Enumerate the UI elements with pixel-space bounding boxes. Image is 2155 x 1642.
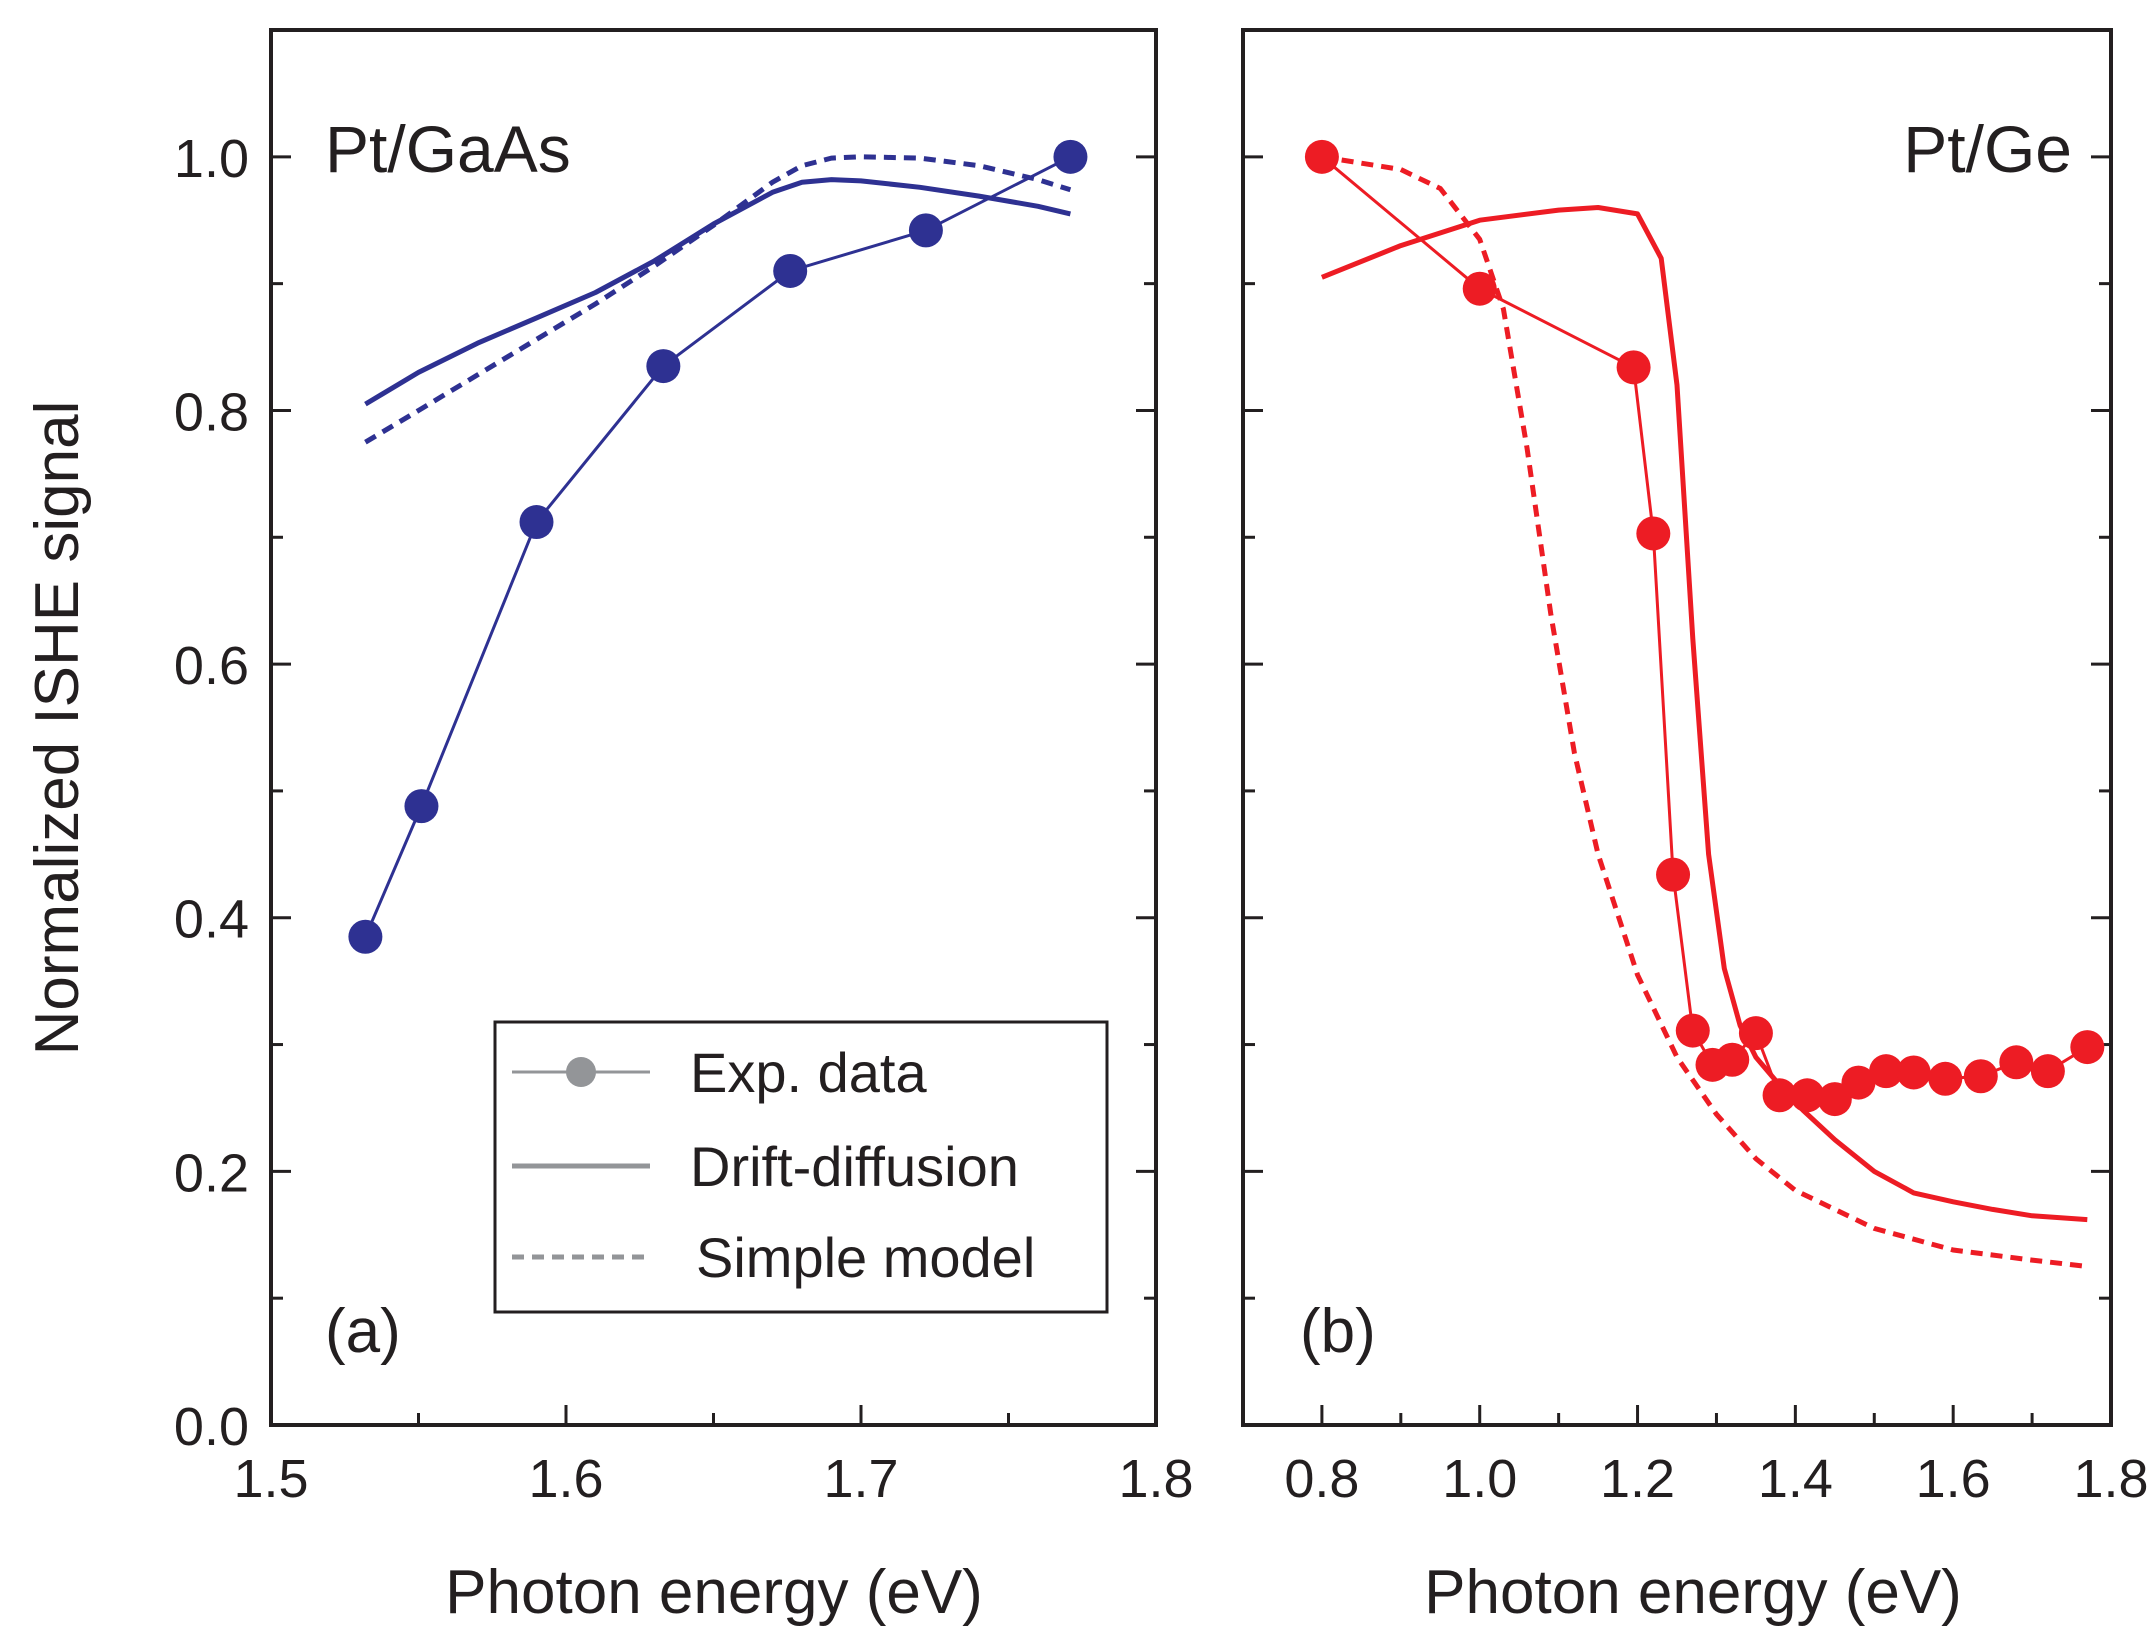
legend-simple-label: Simple model <box>696 1226 1035 1289</box>
panel-b-exp-data-point <box>1928 1061 1963 1096</box>
panel-a-y-tick-label: 0.2 <box>174 1143 249 1203</box>
panel-b-exp-data-line <box>1320 155 2089 1101</box>
panel-b-exp-data-point <box>1462 271 1497 306</box>
panel-b-x-tick-label: 1.0 <box>1442 1449 1517 1509</box>
y-axis-label: Normalized ISHE signal <box>23 401 92 1056</box>
panel-b-exp-data-point <box>1762 1078 1797 1113</box>
panel-b-exp-data-point <box>2030 1054 2065 1089</box>
panel-b-exp-data-point <box>1656 857 1691 892</box>
legend-exp-marker <box>566 1057 596 1087</box>
panel-b-x-tick-label: 1.8 <box>2073 1449 2148 1509</box>
panel-b-x-tick-label: 1.2 <box>1600 1449 1675 1509</box>
panel-a-exp-data-point <box>908 213 943 248</box>
panel-a-x-tick-label: 1.6 <box>528 1449 603 1509</box>
panel-b-exp-data-point <box>1817 1082 1852 1117</box>
panel-a-x-axis-label: Photon energy (eV) <box>445 1558 983 1627</box>
legend: Exp. data Drift-diffusion Simple model <box>493 1020 1109 1314</box>
panel-a-x-tick-label: 1.8 <box>1118 1449 1193 1509</box>
panel-b-simple-model-curve <box>1321 154 2088 1269</box>
panel-b-exp-data-point <box>1896 1055 1931 1090</box>
panel-a-exp-data-point <box>773 253 808 288</box>
panel-b-exp-data-point <box>1715 1042 1750 1077</box>
legend-exp-label: Exp. data <box>690 1041 927 1104</box>
panel-a-y-tick-label: 1.0 <box>174 129 249 189</box>
panel-b-exp-data-point <box>1963 1059 1998 1094</box>
panel-a-exp-data-point <box>404 789 439 824</box>
panel-b-label: (b) <box>1300 1297 1376 1366</box>
panel-b-exp-data-point <box>1869 1054 1904 1089</box>
panel-b-frame <box>1241 28 2113 1427</box>
panel-b-exp-data-point <box>1738 1016 1773 1051</box>
panel-b-x-tick-label: 1.6 <box>1916 1449 1991 1509</box>
panel-a-y-tick-label: 0.6 <box>174 636 249 696</box>
panel-a-title: Pt/GaAs <box>325 112 571 186</box>
panel-a-simple-model-curve <box>364 154 1072 445</box>
panel-b-exp-data-point <box>1841 1065 1876 1100</box>
panel-a-exp-data-point <box>1053 139 1088 174</box>
panel-a-y-tick-label: 0.0 <box>174 1397 249 1457</box>
panel-a-drift-diffusion-curve <box>364 177 1071 407</box>
panel-a-exp-data-point <box>348 919 383 954</box>
panel-b-exp-data-point <box>1304 139 1339 174</box>
panel-b-drift-diffusion-curve <box>1320 205 2088 1223</box>
panel-b-x-tick-label: 1.4 <box>1758 1449 1833 1509</box>
panel-a-exp-data-point <box>519 505 554 540</box>
panel-b-title: Pt/Ge <box>1903 112 2072 186</box>
panel-b-exp-data-point <box>1790 1078 1825 1113</box>
legend-drift-label: Drift-diffusion <box>690 1135 1019 1198</box>
panel-a-y-tick-label: 0.4 <box>174 890 249 950</box>
panel-b-exp-data-point <box>1675 1013 1710 1048</box>
panel-b-exp-data-point <box>1636 516 1671 551</box>
panel-a-x-tick-label: 1.5 <box>233 1449 308 1509</box>
ticks-layer <box>269 28 2113 1427</box>
panel-b-x-axis-label: Photon energy (eV) <box>1424 1558 1962 1627</box>
points-layer <box>348 139 2105 1117</box>
panel-a-x-tick-label: 1.7 <box>823 1449 898 1509</box>
panel-b-exp-data-point <box>1616 350 1651 385</box>
panel-b-exp-data-point <box>1999 1045 2034 1080</box>
panel-a-exp-data-point <box>646 349 681 384</box>
panel-b-x-tick-label: 0.8 <box>1284 1449 1359 1509</box>
panel-a-y-tick-label: 0.8 <box>174 382 249 442</box>
panel-b-exp-data-point <box>2070 1030 2105 1065</box>
labels-layer: 0.0 0.2 0.4 0.6 0.8 1.0 1.5 1.6 1.7 1.8 0.8 1.0 1.2 1… <box>174 129 2149 1509</box>
panel-a-exp-data-line <box>364 155 1072 938</box>
panel-a-label: (a) <box>325 1297 401 1366</box>
